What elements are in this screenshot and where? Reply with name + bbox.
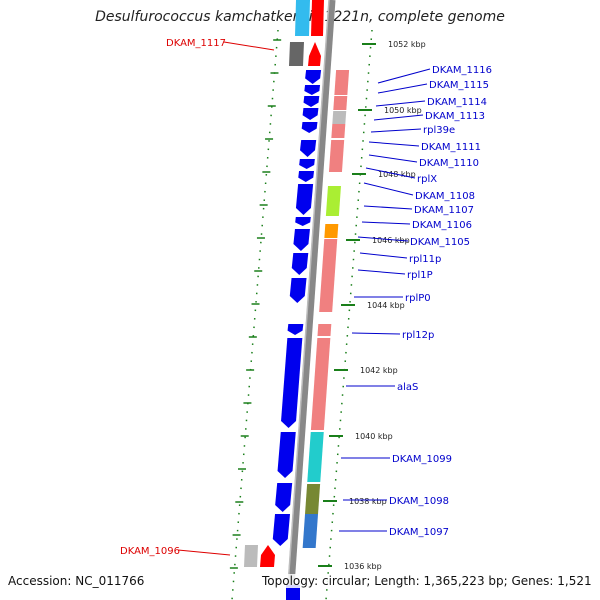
leader-line [363, 205, 413, 210]
gene-arrow-reverse [293, 229, 310, 251]
gene-label: DKAM_1108 [415, 191, 475, 202]
tick-label: 1046 kbp [372, 236, 410, 245]
gene-arrow-reverse [305, 70, 322, 84]
gene-label: DKAM_1110 [419, 158, 479, 169]
gene-arrow-reverse [301, 122, 318, 133]
gene-arrow-reverse [300, 140, 317, 157]
gene-arrow-forward [308, 42, 321, 66]
gene-label: DKAM_1099 [392, 454, 452, 465]
gene-label: DKAM_1105 [410, 237, 470, 248]
leader-line [351, 332, 401, 335]
backbone [286, 0, 336, 600]
gene-label: DKAM_1096 [120, 546, 180, 557]
leader-line [375, 100, 426, 107]
gene-label: DKAM_1113 [425, 111, 485, 122]
gene-arrow-reverse [289, 278, 307, 303]
feature-bar [324, 224, 339, 238]
gene-arrow-reverse [291, 253, 309, 275]
gene-block-grey [289, 42, 304, 66]
leader-line [373, 114, 424, 121]
accession-text: Accession: NC_011766 [6, 574, 147, 588]
feature-bar [333, 96, 348, 110]
gene-arrow-forward [260, 545, 275, 567]
leader-line [370, 128, 422, 133]
gene-arrow-reverse [299, 159, 315, 169]
gene-arrow-reverse [281, 338, 303, 428]
top-feature-red [311, 0, 324, 36]
gene-label: rplP0 [405, 293, 431, 304]
tick-label: 1050 kbp [384, 106, 422, 115]
tick-label: 1038 kbp [349, 497, 387, 506]
gene-arrow-reverse [304, 85, 321, 95]
gene-label: DKAM_1117 [166, 38, 226, 49]
feature-bar [331, 124, 346, 138]
gene-label: rpl1P [407, 270, 433, 281]
feature-bar [332, 111, 347, 124]
gene-label: DKAM_1116 [432, 65, 492, 76]
gene-arrow-reverse [303, 96, 320, 107]
gene-label: DKAM_1115 [429, 80, 489, 91]
gene-label: DKAM_1107 [414, 205, 474, 216]
leader-line [357, 236, 409, 242]
leader-line [177, 549, 231, 556]
feature-bar [305, 484, 321, 514]
feature-bar [317, 324, 332, 336]
gene-label: DKAM_1106 [412, 220, 472, 231]
gene-label: alaS [397, 382, 418, 393]
feature-bar [310, 338, 331, 430]
gene-arrow-reverse [287, 324, 304, 335]
dotted-guides [231, 29, 373, 600]
leader-line [357, 269, 406, 275]
gene-labels: DKAM_1116 DKAM_1115 DKAM_1114 DKAM_1113 rpl3… [120, 38, 492, 557]
gene-label: rpl12p [402, 330, 434, 341]
tick-label: 1044 kbp [367, 301, 405, 310]
tick-label: 1052 kbp [388, 40, 426, 49]
gene-arrow-reverse [277, 432, 296, 478]
feature-bar [325, 186, 341, 216]
leader-line [368, 154, 418, 163]
feature-bar [328, 140, 345, 172]
gene-arrow-reverse [295, 217, 311, 226]
gene-label: rplX [417, 174, 437, 185]
topology-text: Topology: circular; Length: 1,365,223 bp… [260, 574, 594, 588]
leader-line [368, 141, 420, 147]
gene-label: rpl11p [409, 254, 441, 265]
gene-label: rpl39e [423, 125, 455, 136]
feature-bar [334, 70, 350, 95]
gene-arrow-reverse [298, 171, 315, 182]
tick-label: 1040 kbp [355, 432, 393, 441]
leader-line [363, 182, 414, 196]
gene-arrow-reverse [275, 483, 293, 512]
tick-label: 1042 kbp [360, 366, 398, 375]
gene-label: DKAM_1097 [389, 527, 449, 538]
leader-line [359, 252, 408, 259]
gene-arrow-reverse [272, 514, 291, 546]
gene-block-grey [244, 545, 258, 567]
bottom-feature-blue [286, 585, 300, 600]
leader-line [361, 221, 411, 225]
gene-features [244, 0, 350, 600]
gene-label: DKAM_1111 [421, 142, 481, 153]
feature-bar [319, 239, 338, 312]
gene-arrow-reverse [295, 184, 314, 215]
top-feature-cyan [295, 0, 310, 36]
leader-line [365, 167, 416, 179]
gene-label: DKAM_1114 [427, 97, 487, 108]
gene-arrow-reverse [302, 108, 319, 120]
leader-line [377, 68, 431, 84]
feature-bar [302, 514, 319, 548]
gene-label: DKAM_1098 [389, 496, 449, 507]
leader-line [377, 83, 428, 94]
leader-line [223, 41, 275, 51]
feature-bar [307, 432, 324, 482]
tick-label: 1036 kbp [344, 562, 382, 571]
